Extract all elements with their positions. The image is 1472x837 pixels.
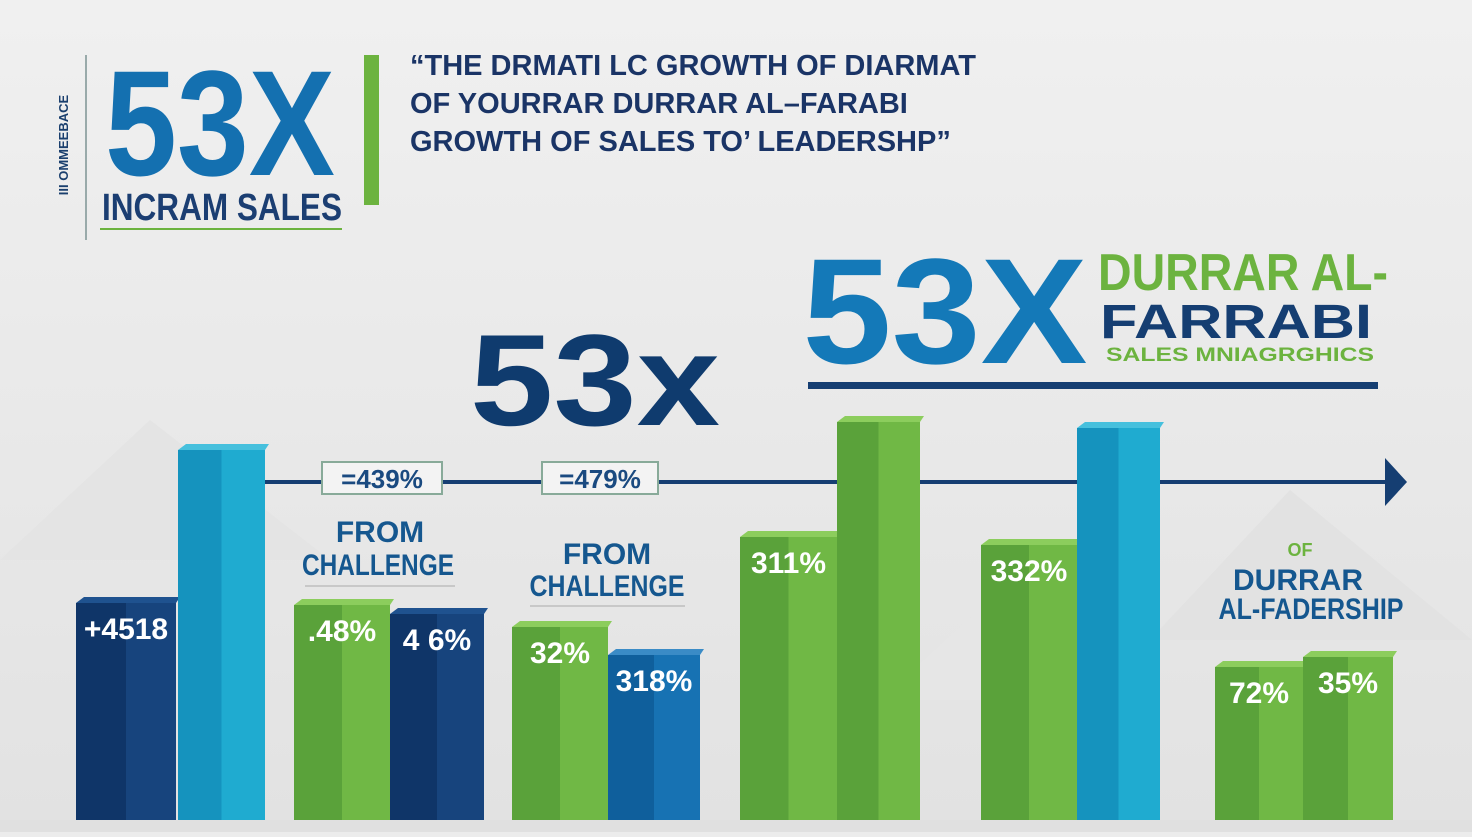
closing-line: DURRAR	[1233, 564, 1363, 597]
brand-line: DURRAR AL-	[1098, 244, 1388, 302]
bar-face	[512, 627, 560, 820]
bar-label: 72%	[1229, 677, 1289, 710]
brand-tagline: SALES MNIAGRGHICS	[1106, 345, 1374, 366]
bar-label: 32%	[530, 637, 590, 670]
bar-top	[294, 599, 394, 605]
bar-face	[76, 603, 126, 820]
bar-face	[1303, 657, 1348, 820]
bar-top	[1215, 661, 1307, 667]
quote-line: OF YOURRAR DURRAR AL–FARABI	[410, 88, 908, 120]
bar-face	[178, 450, 222, 820]
callout-box	[541, 461, 659, 495]
bar-face	[981, 545, 1029, 820]
callout: =439%	[341, 464, 423, 494]
bar-face	[1215, 667, 1259, 820]
caption: CHALLENGE	[530, 570, 685, 603]
bar-label: 4 6%	[403, 624, 471, 657]
arrow-head	[1385, 458, 1407, 506]
bar-top	[1303, 651, 1397, 657]
bar-label: .48%	[308, 615, 376, 648]
vertical-text: III OMMEEBACE	[56, 94, 71, 195]
bar-face	[390, 614, 437, 820]
accent-bar	[364, 55, 379, 205]
bar-face	[1348, 657, 1393, 820]
brand-big: 53X	[803, 227, 1088, 395]
bar-top	[1077, 422, 1164, 428]
caption: CHALLENGE	[302, 549, 454, 582]
brand-line: FARRABI	[1100, 296, 1372, 349]
bar-face	[294, 605, 342, 820]
bar-face	[126, 603, 176, 820]
bar-top	[740, 531, 841, 537]
sidebar-big: 53X	[105, 39, 335, 207]
bar-top	[390, 608, 488, 614]
bar-label: 35%	[1318, 667, 1378, 700]
closing-small: OF	[1288, 540, 1313, 560]
bars: +4518 .48% 4 6% 32% 318% 311% 332% 72% 35%	[0, 416, 1472, 832]
callout-box	[321, 461, 443, 495]
caption: FROM	[563, 538, 651, 571]
bar-label: 332%	[991, 555, 1068, 588]
mountain	[1150, 490, 1472, 640]
bar-top	[178, 444, 269, 450]
bar-face	[878, 422, 920, 820]
center-big: 53x	[470, 307, 720, 453]
bar-face	[221, 450, 265, 820]
bar-face	[560, 627, 608, 820]
bar-face	[608, 655, 654, 820]
quote-line: GROWTH OF SALES TO’ LEADERSHP”	[410, 126, 951, 158]
bar-label: +4518	[84, 613, 168, 646]
bar-face	[1118, 428, 1160, 820]
bar-face	[654, 655, 700, 820]
rule	[808, 382, 1378, 389]
caption: FROM	[336, 516, 424, 549]
sidebar-caption: INCRAM SALES	[102, 187, 342, 229]
bar-face	[1077, 428, 1119, 820]
bar-face	[1259, 667, 1303, 820]
bar-top	[981, 539, 1081, 545]
ground	[0, 820, 1472, 832]
bar-top	[608, 649, 704, 655]
closing-line: AL-FADERSHIP	[1219, 593, 1404, 626]
bar-face	[1029, 545, 1077, 820]
bar-face	[788, 537, 837, 820]
bar-top	[512, 621, 612, 627]
quote-line: “THE DRMATI LC GROWTH OF DIARMAT	[410, 50, 976, 82]
bar-face	[437, 614, 484, 820]
bar-top	[76, 597, 180, 603]
bar-face	[740, 537, 789, 820]
bar-label: 318%	[616, 665, 693, 698]
bar-face	[342, 605, 390, 820]
callout: =479%	[559, 464, 641, 494]
bar-top	[837, 416, 924, 422]
bar-face	[837, 422, 879, 820]
bar-label: 311%	[751, 547, 826, 580]
